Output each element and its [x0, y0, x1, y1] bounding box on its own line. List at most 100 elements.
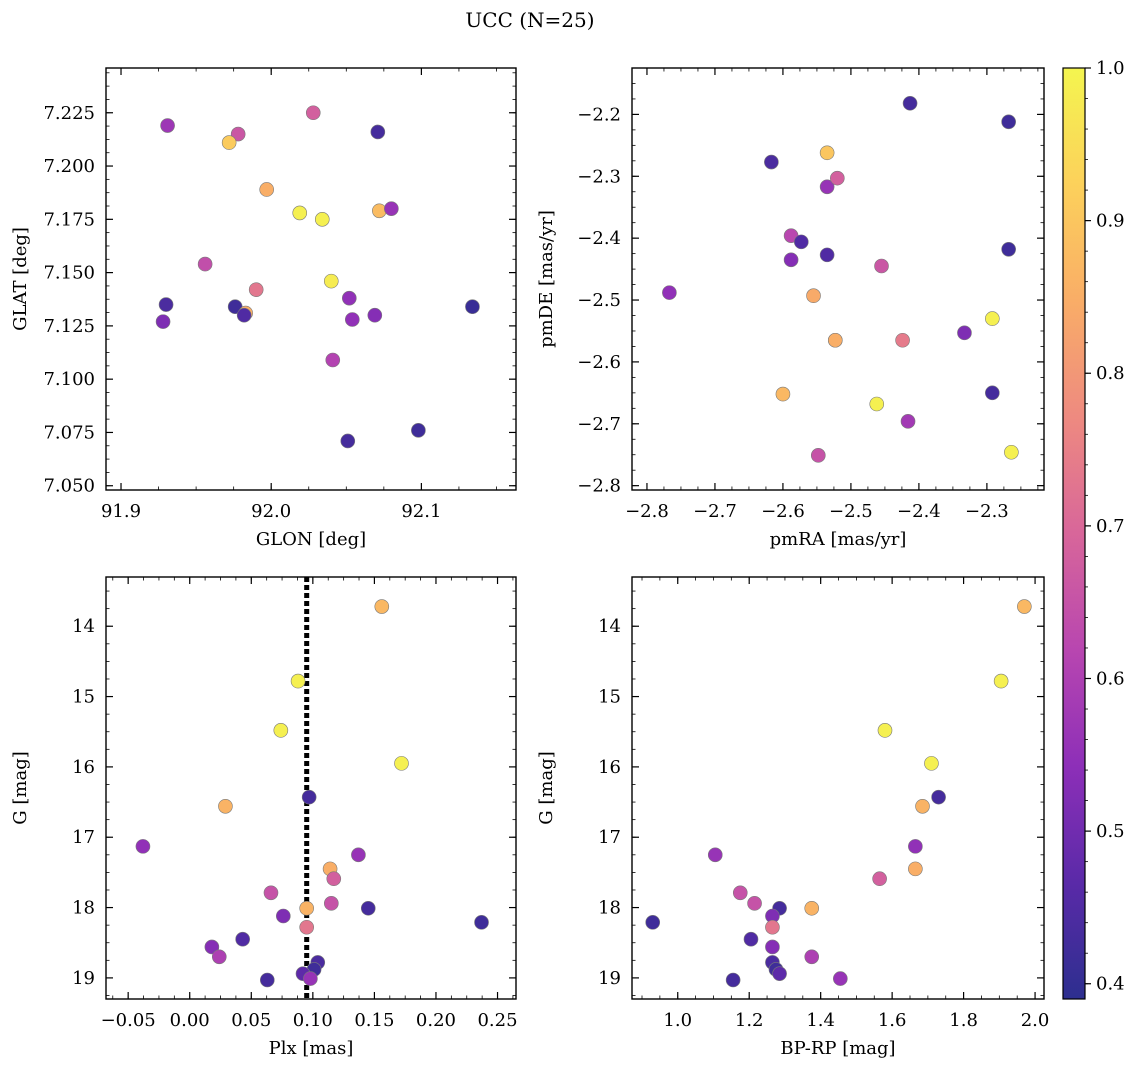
y-tick-label: 16	[72, 757, 95, 778]
data-point	[273, 723, 289, 738]
y-tick-label: −2.2	[577, 104, 621, 125]
data-point	[465, 299, 480, 315]
data-point	[325, 352, 341, 368]
data-point	[869, 396, 885, 412]
x-tick-label: 1.0	[663, 1010, 692, 1031]
x-tick-label: 0.25	[477, 1010, 517, 1031]
data-point	[236, 307, 252, 323]
data-point	[775, 386, 791, 402]
data-point	[204, 939, 220, 955]
data-point	[707, 847, 723, 863]
data-point	[290, 673, 306, 689]
data-point	[833, 971, 848, 986]
colorbar-tick-label: 0.8	[1096, 363, 1125, 384]
data-point	[474, 915, 489, 930]
x-tick-label: 91.9	[101, 501, 141, 522]
x-axis-label: pmRA [mas/yr]	[770, 529, 907, 550]
x-tick-label: −2.3	[965, 501, 1009, 522]
x-tick-label: −2.4	[897, 501, 941, 522]
data-point	[345, 312, 360, 327]
y-tick-label: 7.100	[43, 369, 95, 390]
data-point	[810, 448, 826, 463]
data-point	[218, 798, 233, 814]
data-point	[747, 896, 762, 911]
data-point	[155, 314, 171, 329]
data-point	[1001, 114, 1016, 130]
y-tick-label: −2.7	[577, 414, 621, 435]
data-point	[259, 972, 275, 988]
data-point	[819, 179, 835, 195]
y-tick-label: 7.075	[43, 422, 95, 443]
y-tick-label: −2.3	[577, 166, 621, 187]
data-point	[764, 154, 779, 170]
x-tick-label: −2.6	[761, 501, 805, 522]
data-point	[235, 931, 250, 947]
data-point	[1001, 241, 1016, 257]
y-tick-label: −2.5	[577, 290, 621, 311]
figure-title: UCC (N=25)	[465, 8, 594, 32]
x-axis-label: GLON [deg]	[256, 529, 366, 550]
data-point	[158, 297, 174, 312]
data-point	[326, 871, 342, 887]
data-point	[1017, 599, 1032, 614]
data-point	[877, 723, 893, 738]
panel-bprp-g: 1.0 1.2 1.4 1.6 1.8 2.0 14 15 16 17 18 19 BP-RP [mag…	[536, 576, 1050, 1059]
data-point	[908, 839, 923, 854]
data-point	[931, 789, 946, 805]
data-point	[783, 252, 799, 268]
y-tick-label: 18	[72, 898, 95, 919]
data-point	[732, 885, 748, 901]
panel-glon-glat: 91.9 92.0 92.1 7.050 7.075 7.100 7.125 7.150 7.1…	[10, 67, 517, 550]
y-tick-label: −2.6	[577, 352, 621, 373]
y-tick-label: 17	[72, 827, 95, 848]
y-tick-label: 7.150	[43, 263, 95, 284]
y-tick-label: 16	[598, 757, 621, 778]
data-point	[819, 145, 835, 161]
y-tick-label: 14	[598, 616, 621, 637]
data-point	[662, 285, 677, 300]
x-tick-label: 0.10	[293, 1010, 333, 1031]
plot-area	[645, 599, 1032, 988]
colorbar-tick-label: 0.4	[1096, 974, 1125, 995]
data-point	[351, 847, 366, 863]
data-point	[827, 332, 843, 348]
data-point	[259, 182, 274, 197]
data-point	[765, 919, 780, 935]
colorbar-tick-label: 0.9	[1096, 211, 1125, 232]
data-point	[902, 95, 918, 111]
y-tick-label: 7.175	[43, 209, 95, 230]
x-tick-label: 2.0	[1021, 1010, 1050, 1031]
data-point	[957, 325, 972, 341]
x-tick-label: −2.5	[829, 501, 873, 522]
data-point	[645, 915, 661, 930]
data-point	[135, 839, 151, 854]
colorbar-tick-label: 0.5	[1096, 821, 1125, 842]
data-point	[248, 282, 264, 297]
data-point	[299, 919, 314, 935]
y-tick-label: 15	[598, 687, 621, 708]
y-axis-label: pmDE [mas/yr]	[536, 210, 557, 348]
panel-plx-g: −0.05 0.00 0.05 0.10 0.15 0.20 0.25 14 15 16 17 18 1…	[10, 576, 518, 1059]
data-point	[360, 900, 376, 916]
data-point	[1004, 444, 1019, 460]
x-tick-label: 0.00	[170, 1010, 210, 1031]
y-tick-label: 18	[598, 898, 621, 919]
data-point	[372, 203, 387, 219]
y-tick-label: 19	[72, 968, 95, 989]
colorbar-tick-label: 1.0	[1096, 58, 1125, 79]
data-point	[370, 124, 386, 140]
x-tick-label: 1.2	[735, 1010, 764, 1031]
data-point	[819, 247, 835, 263]
y-axis-label: G [mag]	[536, 751, 557, 824]
data-point	[915, 798, 930, 814]
x-tick-label: −2.7	[693, 501, 737, 522]
x-tick-label: 92.0	[251, 501, 291, 522]
data-point	[793, 234, 809, 250]
panel-pmra-pmde: −2.8 −2.7 −2.6 −2.5 −2.4 −2.3 −2.8 −2.7 −2.6 −2.5…	[536, 67, 1045, 550]
y-tick-label: 17	[598, 827, 621, 848]
data-point	[324, 896, 339, 911]
x-tick-label: −0.05	[101, 1010, 156, 1031]
y-tick-label: 14	[72, 616, 95, 637]
data-point	[292, 205, 308, 221]
